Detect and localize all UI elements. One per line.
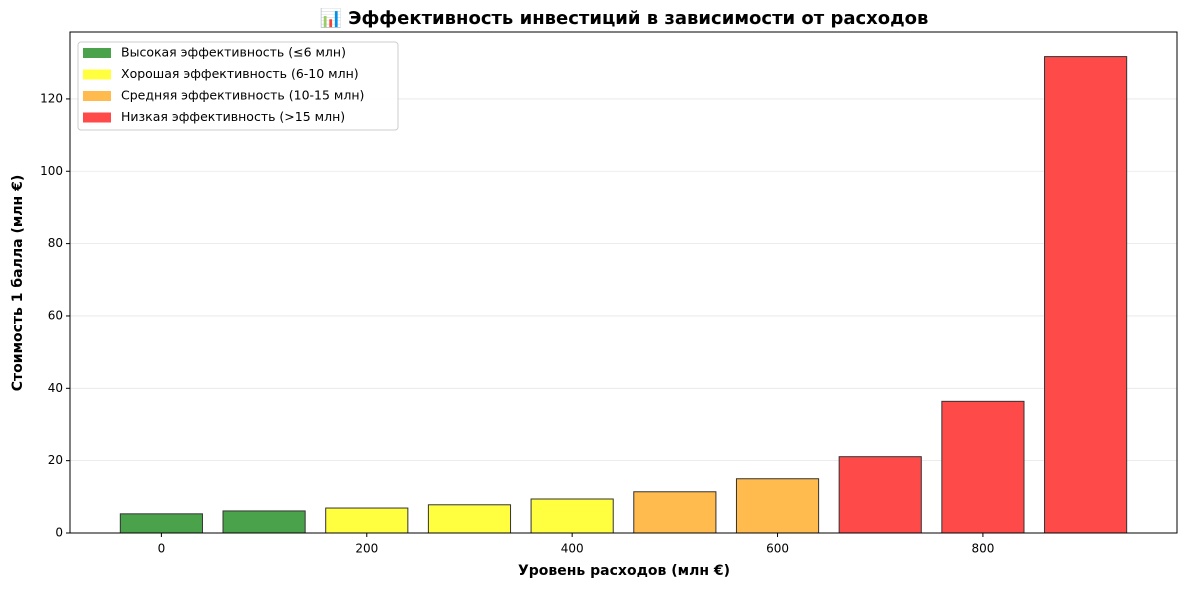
x-tick-label: 400 xyxy=(561,542,584,556)
chart-title: 📊 Эффективность инвестиций в зависимости… xyxy=(320,7,929,29)
y-tick-label: 20 xyxy=(48,453,63,467)
y-tick-label: 60 xyxy=(48,308,63,322)
x-tick-label: 200 xyxy=(355,542,378,556)
legend-swatch xyxy=(83,91,111,101)
y-tick-label: 0 xyxy=(55,526,63,540)
bar xyxy=(325,507,409,534)
legend-swatch xyxy=(83,69,111,80)
y-tick-label: 120 xyxy=(40,91,63,105)
bar xyxy=(119,513,203,534)
legend-label: Высокая эффективность (≤6 млн) xyxy=(121,45,346,60)
bar xyxy=(222,510,306,534)
legend-swatch xyxy=(83,48,111,58)
legend-label: Низкая эффективность (>15 млн) xyxy=(121,109,345,124)
x-tick-label: 0 xyxy=(158,542,166,556)
legend-box xyxy=(77,41,399,131)
legend-swatch xyxy=(83,112,111,123)
y-axis-label: Стоимость 1 балла (млн €) xyxy=(10,175,26,391)
bar xyxy=(735,478,820,534)
y-tick-label: 100 xyxy=(40,164,63,178)
x-tick-label: 600 xyxy=(766,542,789,556)
legend-label: Средняя эффективность (10-15 млн) xyxy=(121,88,364,103)
bar xyxy=(941,400,1025,534)
bar xyxy=(1044,56,1128,534)
legend-label: Хорошая эффективность (6-10 млн) xyxy=(121,66,359,81)
bar xyxy=(633,491,717,534)
bar xyxy=(530,498,614,534)
x-axis-label: Уровень расходов (млн €) xyxy=(518,563,730,579)
axes-frame xyxy=(69,31,1178,534)
x-tick-label: 800 xyxy=(971,542,994,556)
y-tick-label: 40 xyxy=(48,381,63,395)
bar xyxy=(427,504,512,534)
y-tick-label: 80 xyxy=(48,236,63,250)
bar xyxy=(838,456,922,534)
